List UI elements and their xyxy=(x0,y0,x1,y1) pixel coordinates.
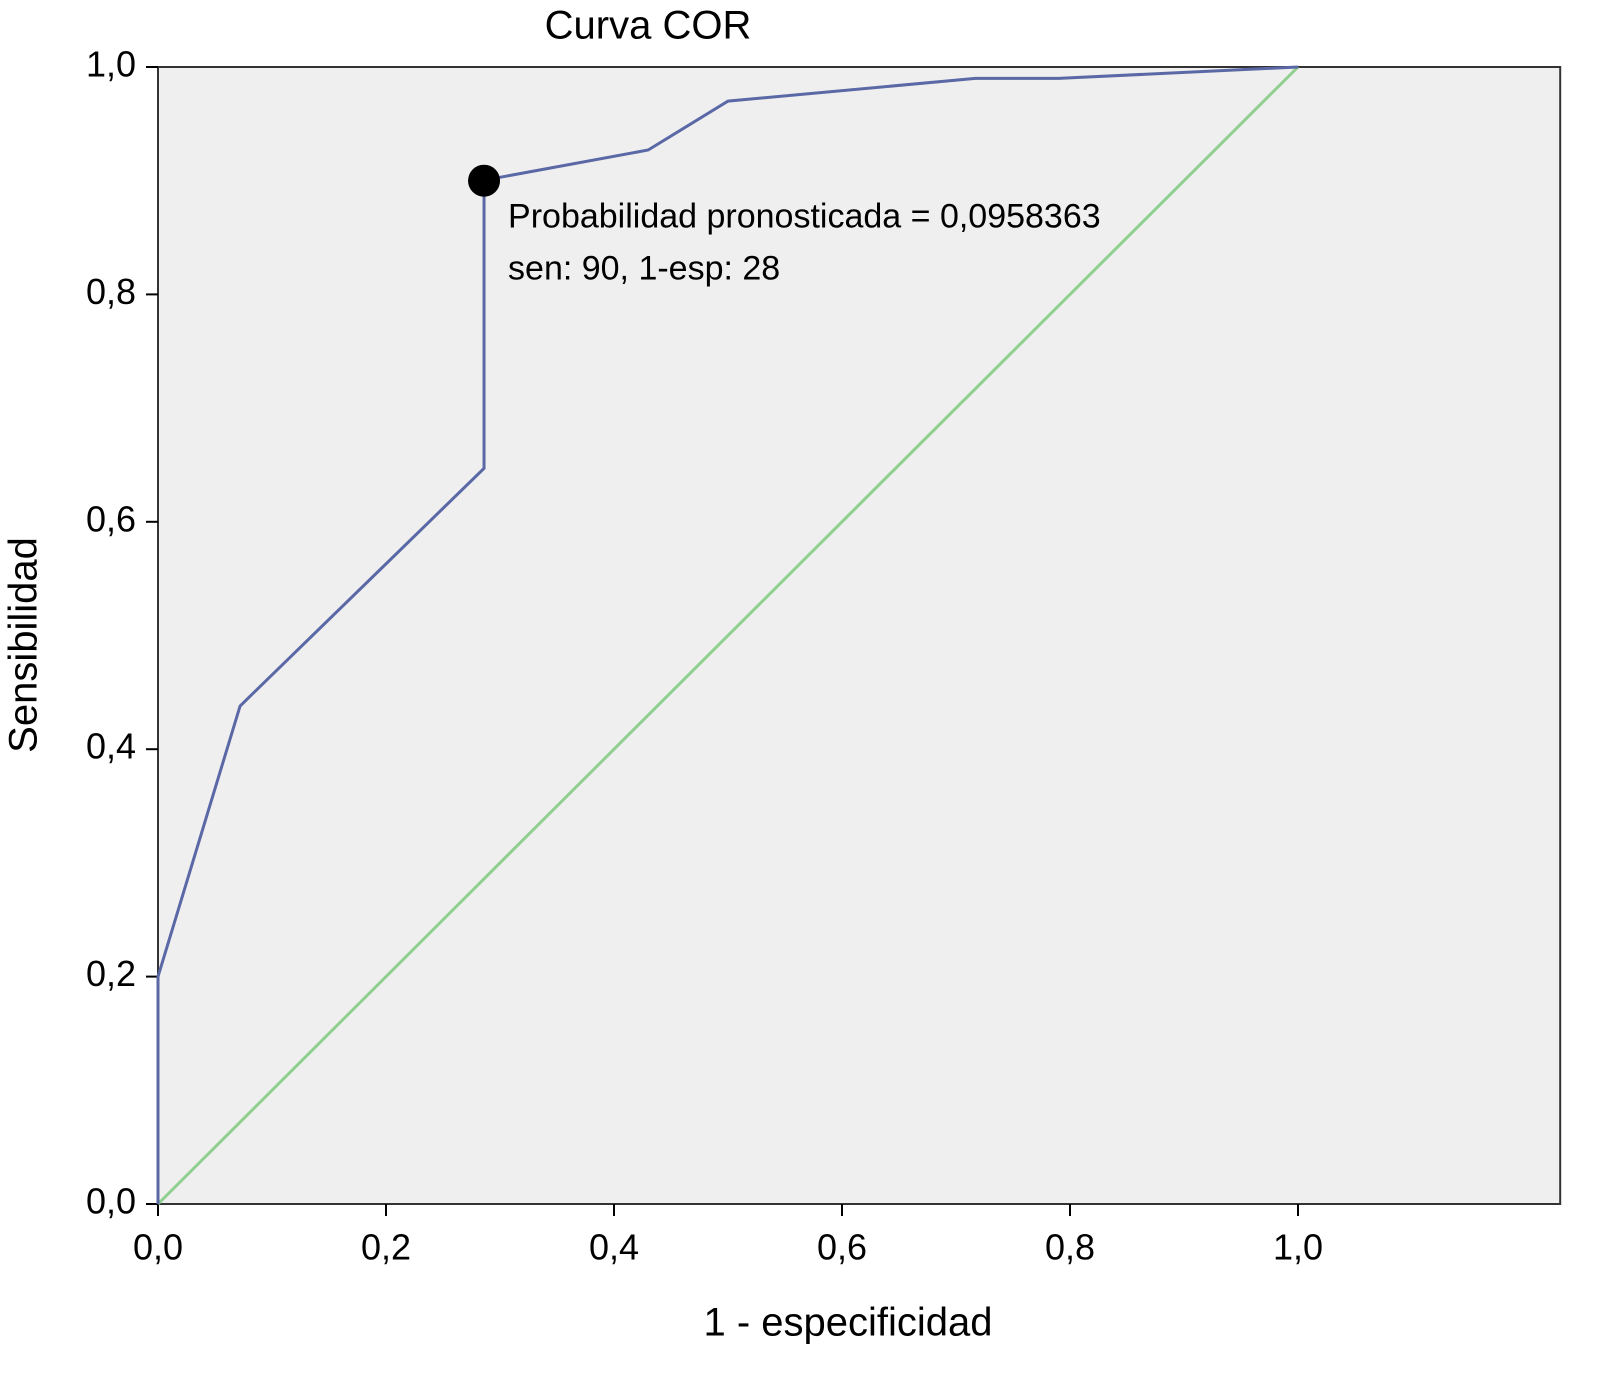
cutoff-marker xyxy=(468,164,501,197)
x-tick-label: 0,4 xyxy=(589,1227,639,1268)
annotation: sen: 90, 1-esp: 28 xyxy=(508,250,780,288)
y-tick-label: 0,6 xyxy=(86,498,136,539)
x-tick-label: 0,2 xyxy=(361,1227,411,1268)
x-tick-label: 0,8 xyxy=(1045,1227,1095,1268)
y-axis-label: Sensibilidad xyxy=(2,537,46,753)
x-tick-label: 0,6 xyxy=(817,1227,867,1268)
chart-title: Curva COR xyxy=(545,4,752,48)
plot-background xyxy=(157,66,1562,1205)
x-tick-label: 0,0 xyxy=(133,1227,183,1268)
x-axis-label: 1 - especificidad xyxy=(703,1301,992,1345)
line-series xyxy=(156,65,1299,1204)
y-tick-label: 0,2 xyxy=(86,953,136,994)
x-tick-label: 1,0 xyxy=(1273,1227,1323,1268)
y-tick-label: 1,0 xyxy=(86,44,136,85)
y-tick-label: 0,4 xyxy=(86,726,136,767)
annotation: Probabilidad pronosticada = 0,0958363 xyxy=(508,198,1101,236)
y-tick-label: 0,0 xyxy=(86,1181,136,1222)
y-tick-label: 0,8 xyxy=(86,271,136,312)
line-series xyxy=(156,65,1300,1206)
